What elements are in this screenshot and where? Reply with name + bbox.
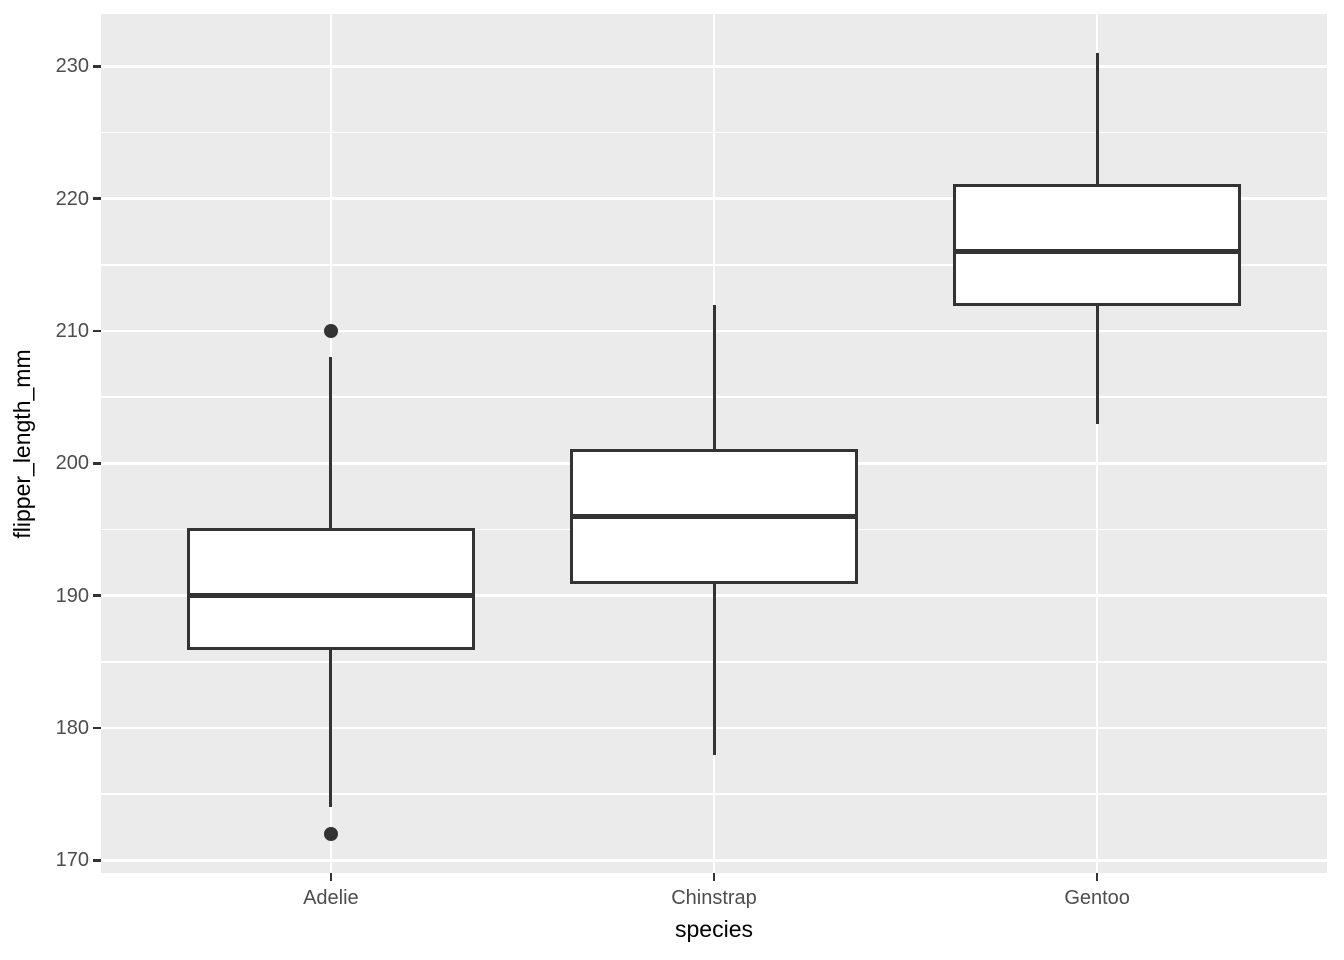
whisker-upper-gentoo <box>1095 53 1099 186</box>
x-tick-label: Chinstrap <box>671 887 757 909</box>
whisker-upper-chinstrap <box>712 304 716 451</box>
x-tick-mark <box>712 873 716 881</box>
whisker-lower-chinstrap <box>712 582 716 755</box>
y-tick-mark <box>93 726 101 730</box>
x-tick-mark <box>329 873 333 881</box>
y-tick-mark <box>93 462 101 465</box>
median-line-gentoo <box>956 249 1238 255</box>
x-axis-title: species <box>675 916 753 942</box>
y-tick-label: 170 <box>55 849 89 872</box>
box-gentoo <box>953 183 1241 306</box>
whisker-upper-adelie <box>329 357 333 530</box>
y-tick-mark <box>93 197 101 200</box>
whisker-lower-adelie <box>329 648 333 808</box>
y-tick-mark <box>93 65 101 68</box>
y-tick-label: 210 <box>55 319 89 342</box>
x-tick-label: Gentoo <box>1064 887 1130 909</box>
y-tick-mark <box>93 859 101 862</box>
median-line-adelie <box>190 593 472 599</box>
outlier-point-adelie <box>323 323 338 338</box>
y-tick-mark <box>93 329 101 333</box>
y-tick-label: 180 <box>55 717 89 740</box>
whisker-lower-gentoo <box>1095 304 1099 424</box>
gridline-major-x <box>1095 14 1099 873</box>
y-tick-mark <box>93 594 101 597</box>
outlier-point-adelie <box>323 826 338 841</box>
y-tick-label: 230 <box>55 55 89 78</box>
y-tick-label: 220 <box>55 187 89 210</box>
y-tick-label: 200 <box>55 452 89 475</box>
y-tick-label: 190 <box>55 584 89 607</box>
median-line-chinstrap <box>573 513 855 519</box>
box-adelie <box>187 528 475 651</box>
x-tick-mark <box>1095 873 1099 881</box>
x-tick-label: Adelie <box>303 887 359 909</box>
